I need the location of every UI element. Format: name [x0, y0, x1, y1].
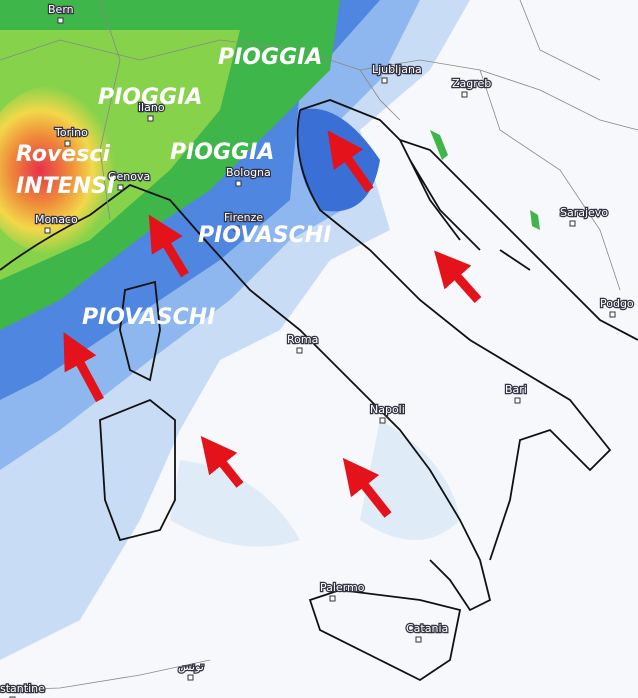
city-marker	[379, 417, 386, 424]
rain-labels: PIOGGIA PIOGGIA PIOGGIA Rovesci INTENSI …	[16, 45, 331, 330]
city: Genova	[108, 170, 150, 183]
city: Torino	[54, 126, 88, 139]
city: Roma	[287, 333, 318, 346]
city-marker	[569, 220, 576, 227]
city-marker	[415, 636, 422, 643]
city: Sarajevo	[560, 206, 608, 219]
city-marker	[461, 91, 468, 98]
rain-label: Rovesci	[16, 142, 110, 167]
rain-label: PIOGGIA	[98, 85, 202, 110]
city: Monaco	[35, 213, 78, 226]
rain-label: PIOVASCHI	[82, 305, 215, 330]
arrow	[148, 214, 189, 278]
city-marker	[44, 227, 51, 234]
city-marker	[514, 397, 521, 404]
city: stantine	[0, 682, 45, 695]
arrow	[200, 435, 244, 488]
rain-label: INTENSI	[16, 174, 115, 199]
coastlines	[0, 99, 638, 682]
arrow	[342, 457, 392, 518]
city: ilano	[138, 101, 165, 114]
city-marker	[296, 347, 303, 354]
arrow	[434, 250, 482, 303]
city-marker	[57, 17, 64, 24]
city: Zagreb	[452, 77, 491, 90]
arrow	[63, 332, 104, 403]
city-marker	[64, 140, 71, 147]
city: Podgo	[600, 297, 634, 310]
city-marker	[233, 225, 240, 232]
rain-label: PIOVASCHI	[198, 223, 331, 248]
city: Catania	[406, 622, 448, 635]
rain-label: PIOGGIA	[170, 140, 274, 165]
city: Palermo	[320, 581, 365, 594]
city: Bologna	[226, 166, 271, 179]
city-marker	[609, 311, 616, 318]
city-marker	[117, 184, 124, 191]
city-marker	[147, 115, 154, 122]
city: Ljubljana	[372, 63, 422, 76]
city: Bari	[505, 383, 527, 396]
rain-label: PIOGGIA	[218, 45, 322, 70]
city-marker	[381, 77, 388, 84]
city-marker	[235, 180, 242, 187]
city-marker	[187, 674, 194, 681]
city: تونس	[178, 660, 204, 673]
city: Napoli	[370, 403, 405, 416]
city: Bern	[48, 3, 74, 16]
city-marker	[329, 595, 336, 602]
city: Firenze	[224, 211, 263, 224]
wind-arrows	[63, 130, 482, 518]
arrow	[327, 130, 374, 193]
